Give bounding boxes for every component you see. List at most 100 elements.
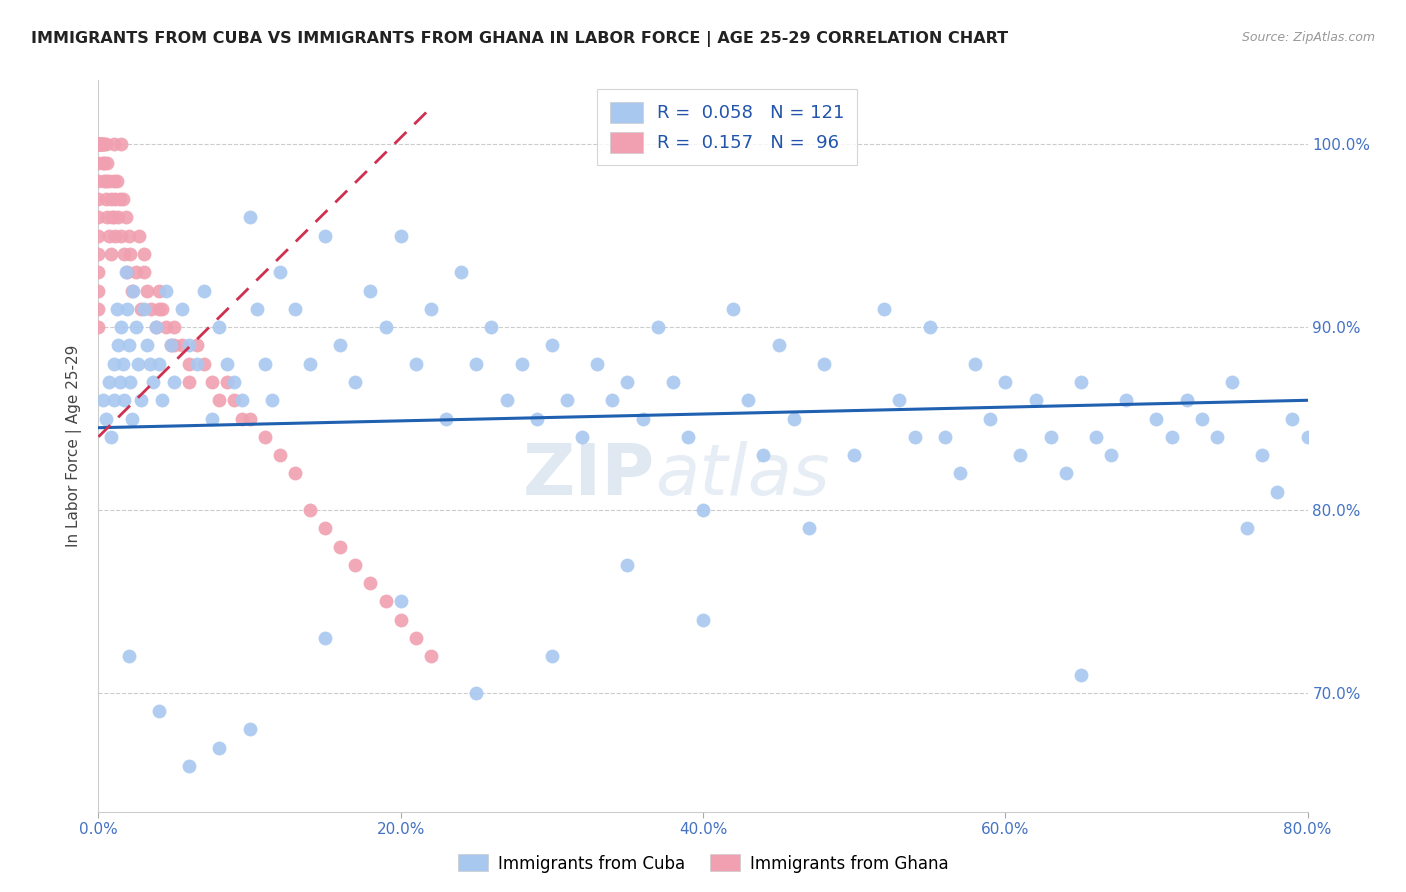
Point <box>374 320 396 334</box>
Point <box>115 301 138 316</box>
Point <box>889 393 911 408</box>
Point <box>103 357 125 371</box>
Point <box>631 411 654 425</box>
Point <box>148 704 170 718</box>
Point <box>94 137 117 152</box>
Point <box>1236 521 1258 535</box>
Point <box>1281 411 1303 425</box>
Point <box>231 393 253 408</box>
Point <box>186 338 208 352</box>
Point <box>87 211 110 225</box>
Point <box>253 430 276 444</box>
Point <box>145 320 167 334</box>
Point <box>163 338 186 352</box>
Point <box>239 211 262 225</box>
Point <box>135 284 157 298</box>
Point <box>179 375 201 389</box>
Point <box>231 411 253 425</box>
Point <box>112 393 135 408</box>
Point <box>215 375 238 389</box>
Point <box>179 759 201 773</box>
Point <box>262 393 284 408</box>
Point <box>87 228 110 243</box>
Point <box>98 174 121 188</box>
Point <box>148 284 170 298</box>
Point <box>1206 430 1229 444</box>
Point <box>121 284 143 298</box>
Point <box>344 375 367 389</box>
Point <box>111 357 134 371</box>
Point <box>129 301 152 316</box>
Point <box>692 503 714 517</box>
Point <box>723 301 745 316</box>
Point <box>114 211 136 225</box>
Point <box>145 320 167 334</box>
Point <box>121 411 143 425</box>
Point <box>389 613 412 627</box>
Point <box>135 338 157 352</box>
Point <box>110 137 132 152</box>
Point <box>87 137 110 152</box>
Point <box>114 265 136 279</box>
Point <box>163 375 186 389</box>
Point <box>89 137 111 152</box>
Point <box>96 211 118 225</box>
Point <box>1099 448 1122 462</box>
Point <box>186 357 208 371</box>
Point <box>284 301 307 316</box>
Point <box>87 247 110 261</box>
Point <box>163 320 186 334</box>
Point <box>1054 467 1077 481</box>
Point <box>1296 430 1319 444</box>
Point <box>122 284 145 298</box>
Point <box>112 247 135 261</box>
Point <box>1115 393 1137 408</box>
Point <box>93 174 115 188</box>
Point <box>465 686 488 700</box>
Legend: Immigrants from Cuba, Immigrants from Ghana: Immigrants from Cuba, Immigrants from Gh… <box>451 847 955 880</box>
Point <box>103 211 125 225</box>
Point <box>510 357 533 371</box>
Point <box>107 338 129 352</box>
Point <box>98 375 121 389</box>
Point <box>103 137 125 152</box>
Point <box>93 137 115 152</box>
Point <box>132 301 155 316</box>
Point <box>107 211 129 225</box>
Point <box>201 411 224 425</box>
Point <box>87 137 110 152</box>
Point <box>105 301 128 316</box>
Point <box>420 649 443 664</box>
Point <box>118 649 141 664</box>
Point <box>344 558 367 572</box>
Point <box>783 411 806 425</box>
Point <box>193 357 215 371</box>
Point <box>170 301 193 316</box>
Point <box>93 155 115 169</box>
Point <box>1070 375 1092 389</box>
Point <box>179 357 201 371</box>
Point <box>91 393 114 408</box>
Point <box>87 284 110 298</box>
Point <box>389 228 412 243</box>
Point <box>752 448 775 462</box>
Point <box>103 393 125 408</box>
Point <box>87 137 110 152</box>
Point <box>405 631 427 645</box>
Point <box>481 320 503 334</box>
Point <box>1267 484 1289 499</box>
Point <box>142 375 165 389</box>
Point <box>994 375 1017 389</box>
Point <box>1144 411 1167 425</box>
Point <box>253 357 276 371</box>
Point <box>314 521 336 535</box>
Point <box>1070 667 1092 681</box>
Point <box>100 247 122 261</box>
Point <box>108 192 131 206</box>
Point <box>87 137 110 152</box>
Point <box>314 631 336 645</box>
Point <box>224 393 246 408</box>
Point <box>215 357 238 371</box>
Point <box>87 174 110 188</box>
Point <box>100 192 122 206</box>
